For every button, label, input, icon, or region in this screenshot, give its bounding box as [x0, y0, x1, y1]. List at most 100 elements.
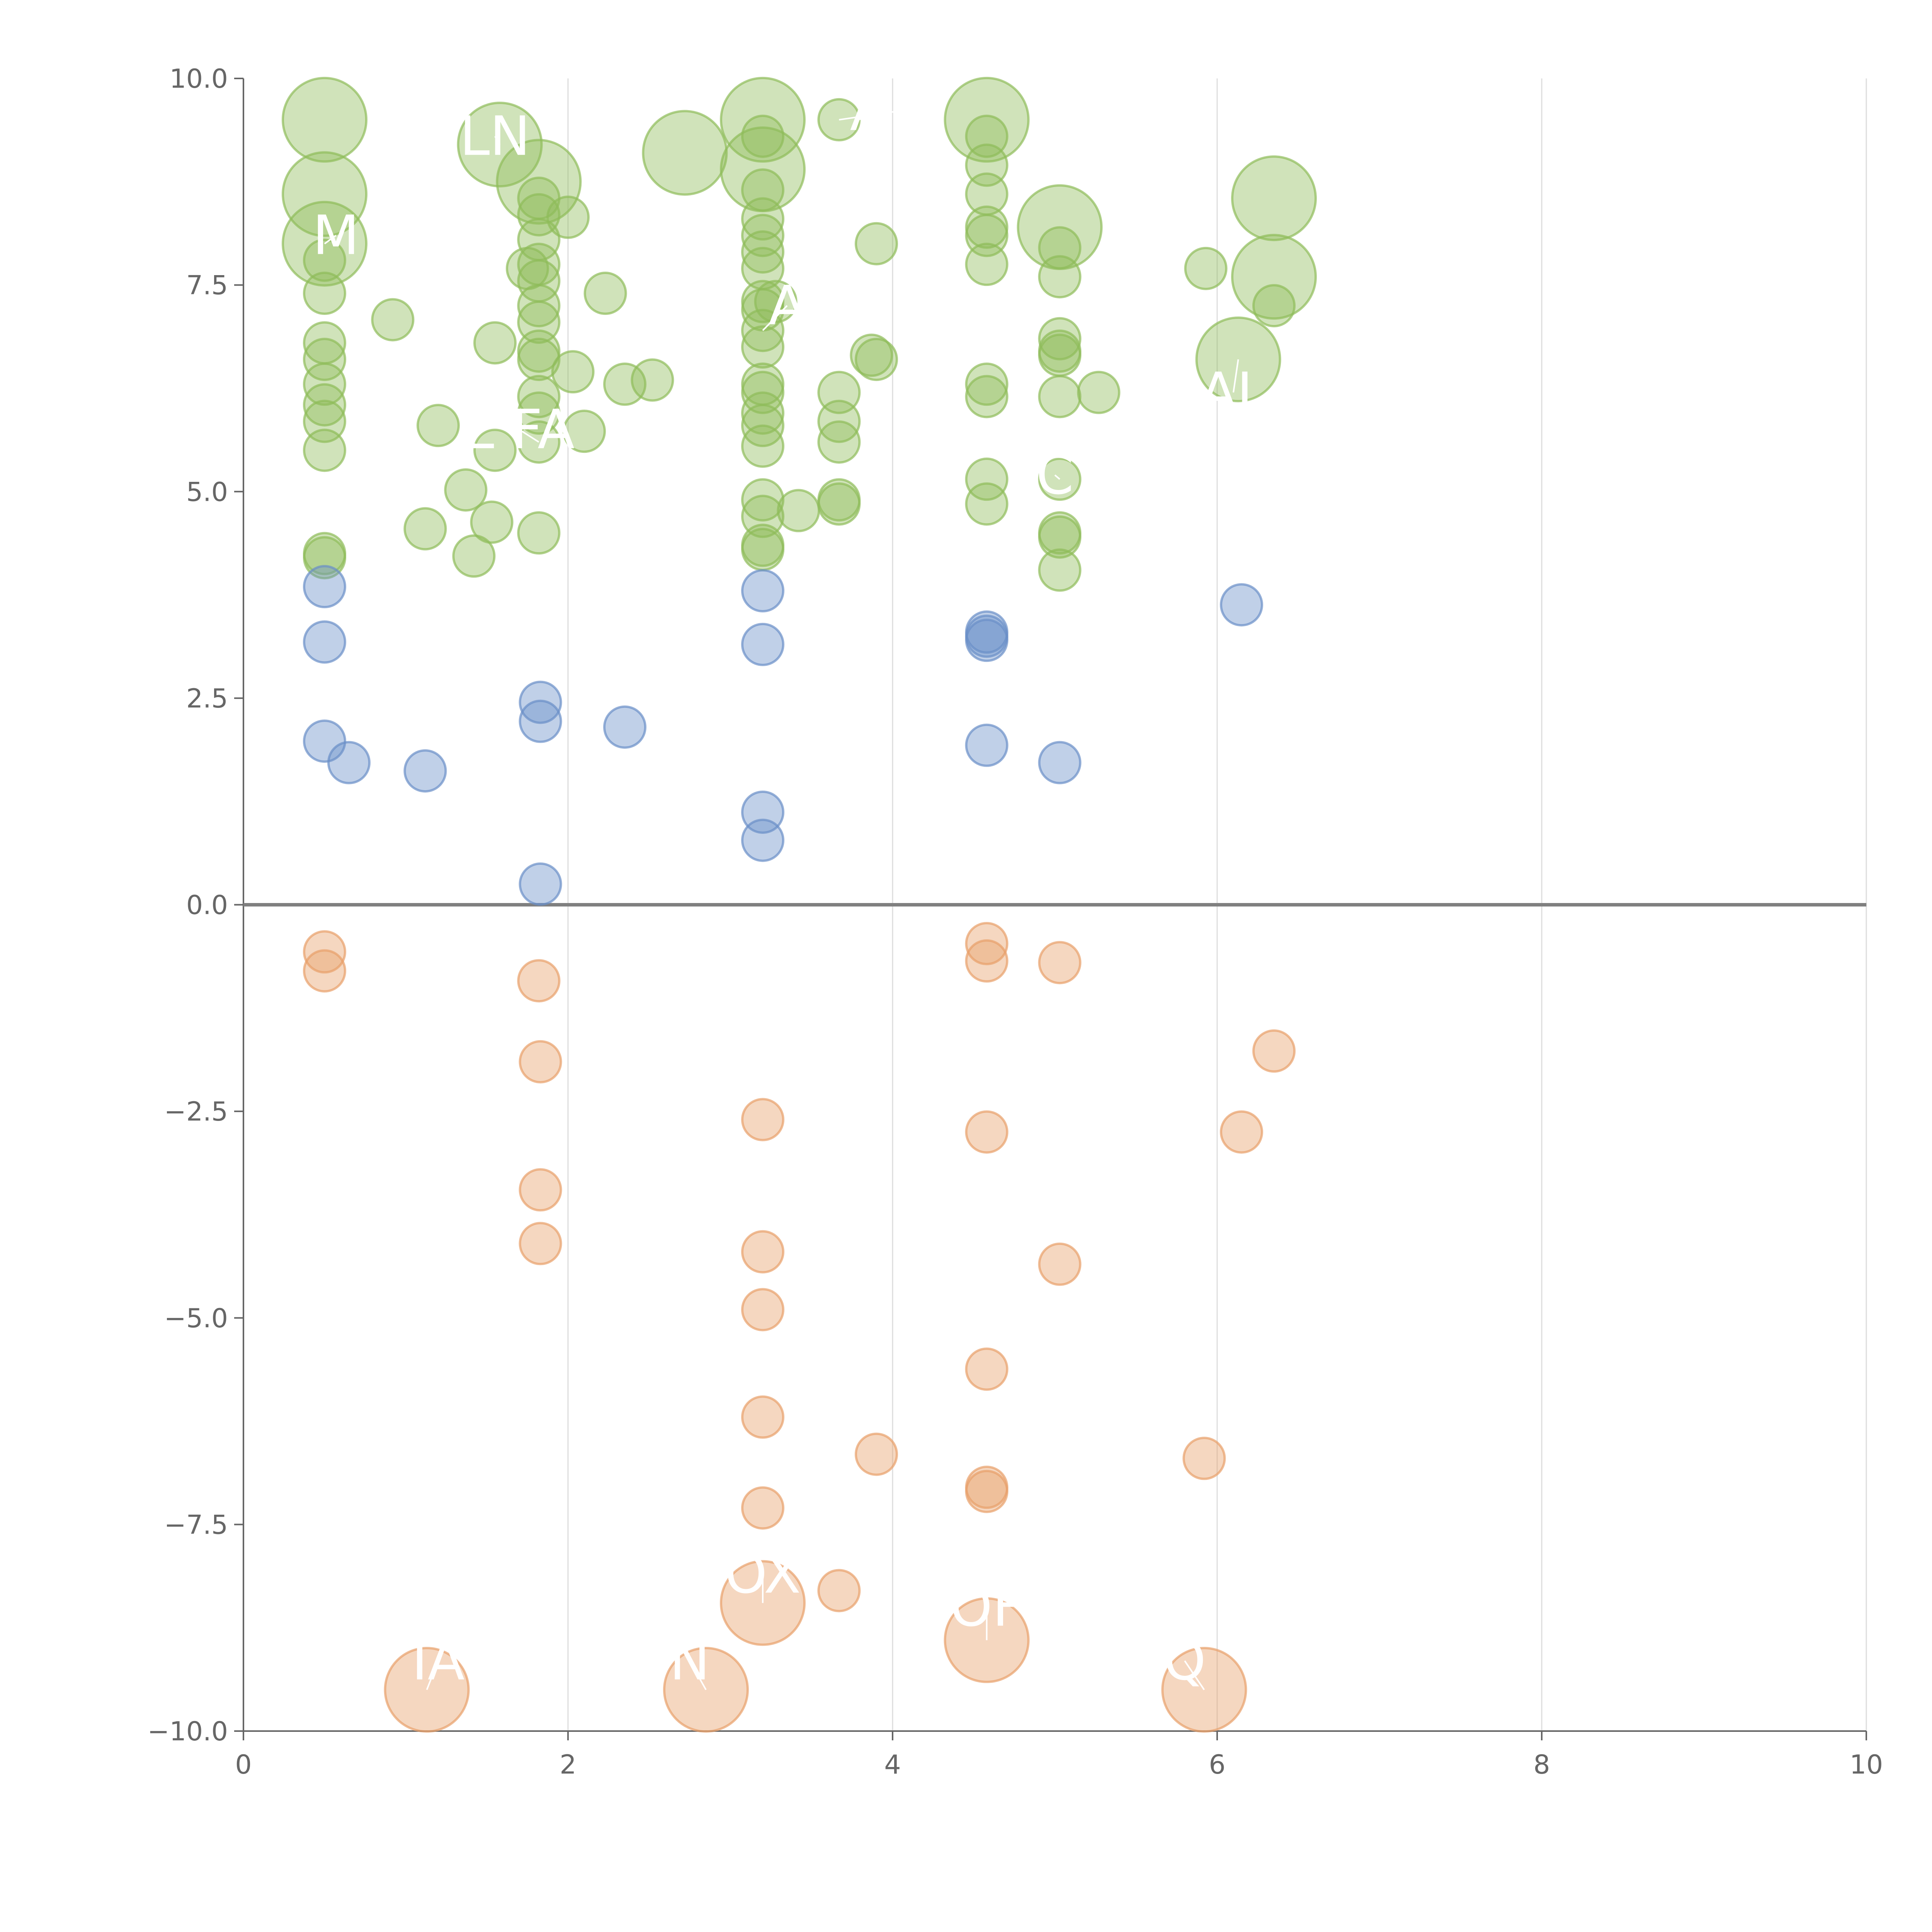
- x-tick-label: 0: [235, 1750, 252, 1780]
- orange-point: [517, 959, 561, 1003]
- label-leader-line: [519, 429, 539, 443]
- blue-point: [303, 719, 346, 763]
- green-point: [371, 298, 415, 342]
- blue-point: [519, 699, 562, 743]
- green-point: [1038, 548, 1082, 592]
- y-tick-label: 7.5: [186, 270, 228, 301]
- blue-point: [741, 569, 784, 612]
- green-point: [741, 114, 784, 158]
- blue-point: [519, 680, 562, 724]
- axis-layer: 10.0 7.5 5.0 2.5 0.0 −2.5 −5.0 −7.5 −10.00 2 4 6 8 10: [148, 64, 1883, 1780]
- green-point: [506, 247, 549, 290]
- green-point: [965, 375, 1009, 418]
- orange-point: [519, 1168, 562, 1212]
- orange-point: [519, 1222, 562, 1265]
- y-tick-label: −10.0: [148, 1716, 228, 1747]
- y-tick-label: −2.5: [164, 1097, 228, 1127]
- green-point: [303, 429, 346, 472]
- label-leader-line: [1233, 359, 1239, 393]
- green-point: [517, 375, 561, 418]
- green-point: [1038, 255, 1082, 299]
- point-labels-layer: LN M L FA A A R C AL OX OF IA N Q: [313, 80, 1267, 1693]
- green-point: [303, 272, 346, 315]
- orange-point: [741, 1486, 784, 1530]
- blue-point: [741, 622, 784, 666]
- green-point: [777, 489, 820, 532]
- orange-point: [1038, 941, 1082, 985]
- label-leader-line: [839, 111, 896, 121]
- blue-point: [965, 619, 1009, 662]
- green-point: [603, 362, 646, 406]
- orange-point: [741, 1230, 784, 1274]
- green-point: [444, 468, 488, 512]
- green-point: [303, 238, 346, 282]
- point-label: N: [670, 1629, 710, 1692]
- point-label: IA: [412, 1629, 464, 1692]
- x-tick-label: 8: [1533, 1750, 1550, 1780]
- orange-point: [965, 1110, 1009, 1154]
- green-point: [473, 321, 517, 365]
- green-point: [470, 500, 514, 544]
- green-point: [583, 272, 627, 315]
- point-label: Q: [1163, 1629, 1206, 1692]
- point-label: OF: [950, 1576, 1024, 1639]
- blue-point: [327, 741, 371, 784]
- blue-point: [519, 862, 562, 906]
- blue-point: [403, 749, 447, 793]
- green-point: [741, 391, 784, 435]
- orange-point: [965, 1347, 1009, 1391]
- green-point: [473, 429, 517, 472]
- x-tick-label: 2: [560, 1750, 576, 1780]
- green-point: [282, 151, 367, 237]
- green-point: [965, 362, 1009, 406]
- orange-point: [855, 1432, 898, 1476]
- label-leader-line: [324, 235, 337, 245]
- orange-point: [303, 930, 346, 974]
- green-point: [817, 482, 861, 526]
- green-point: [517, 338, 561, 381]
- point-label: A R: [850, 80, 942, 143]
- blue-point: [303, 565, 346, 609]
- blue-point: [303, 620, 346, 664]
- green-point: [741, 325, 784, 369]
- green-point: [741, 230, 784, 274]
- green-point: [303, 383, 346, 427]
- point-label: M: [313, 204, 359, 267]
- green-point: [551, 350, 595, 394]
- green-point: [282, 77, 367, 163]
- green-point: [1038, 515, 1082, 559]
- orange-point: [965, 922, 1009, 966]
- green-point: [855, 222, 898, 265]
- orange-point: [1182, 1437, 1226, 1480]
- green-point: [855, 338, 898, 381]
- green-point: [965, 243, 1009, 286]
- points-layer: [282, 77, 1317, 1733]
- y-tick-label: 10.0: [170, 64, 228, 94]
- green-point: [817, 420, 861, 464]
- orange-point: [965, 1469, 1009, 1513]
- blue-point: [1038, 741, 1082, 784]
- orange-point: [817, 1569, 861, 1612]
- green-point: [754, 280, 798, 323]
- green-point: [631, 358, 674, 402]
- label-leader-line: [426, 1660, 439, 1690]
- green-point: [741, 197, 784, 241]
- green-point: [417, 404, 460, 447]
- x-tick-label: 6: [1209, 1750, 1225, 1780]
- green-point: [403, 507, 447, 551]
- orange-point: [1252, 1029, 1296, 1073]
- green-point: [563, 410, 606, 453]
- green-point: [1231, 234, 1317, 320]
- point-label: LN: [460, 105, 531, 168]
- green-point: [1231, 155, 1317, 242]
- point-label: A: [769, 274, 806, 337]
- green-point: [1038, 317, 1082, 361]
- label-leader-line: [1184, 1660, 1205, 1690]
- blue-point: [1220, 583, 1263, 627]
- x-tick-label: 10: [1850, 1750, 1883, 1780]
- green-point: [642, 110, 728, 196]
- green-point: [1038, 333, 1082, 377]
- orange-point: [741, 1395, 784, 1439]
